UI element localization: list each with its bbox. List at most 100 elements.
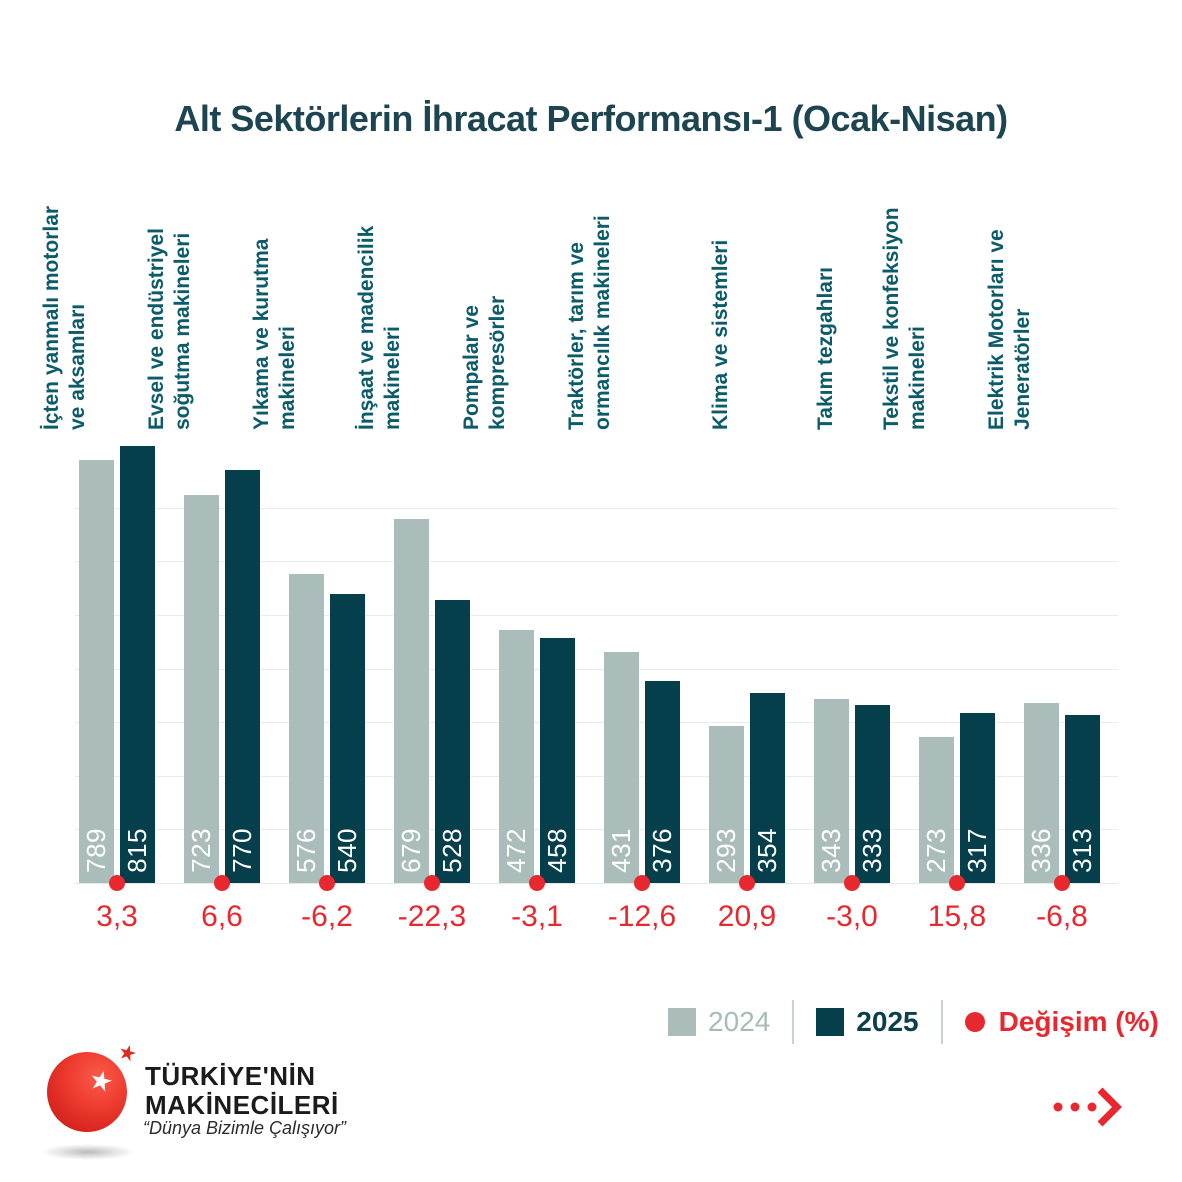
bar-2024-6: 431 <box>604 652 639 883</box>
star-icon: ★ <box>115 1039 140 1068</box>
bar-2024-3: 576 <box>289 574 324 883</box>
bar-2025-7: 354 <box>750 693 785 883</box>
category-label: İçten yanmalı motorlar ve aksamları <box>40 205 89 430</box>
bar-value-label: 354 <box>752 828 782 873</box>
bar-2025-10: 313 <box>1065 715 1100 883</box>
gridline-300 <box>75 722 1118 723</box>
change-dot-6 <box>634 875 650 891</box>
legend-dot-icon <box>964 1012 985 1032</box>
chart-legend: 2024 2025 Değişim (%) <box>668 1000 1159 1044</box>
bar-value-label: 273 <box>921 828 951 873</box>
category-label: Evsel ve endüstriyel soğutma makineleri <box>145 228 194 430</box>
change-dot-7 <box>739 875 755 891</box>
bar-value-label: 431 <box>606 828 636 873</box>
brand-line1: TÜRKİYE'NİN <box>145 1061 316 1091</box>
bar-2024-1: 789 <box>79 460 114 883</box>
bar-2025-2: 770 <box>225 470 260 883</box>
legend-item-2025: 2025 <box>816 1006 919 1038</box>
legend-square-icon <box>816 1008 845 1036</box>
bar-2025-8: 333 <box>855 705 890 883</box>
bar-value-label: 789 <box>81 828 111 873</box>
category-label: Yıkama ve kurutma makineleri <box>250 238 299 430</box>
gridline-100 <box>75 829 1118 830</box>
change-dot-1 <box>109 875 125 891</box>
bar-2025-4: 528 <box>435 600 470 883</box>
change-dot-5 <box>529 875 545 891</box>
change-pct-label: -6,8 <box>1036 900 1088 933</box>
bar-2025-5: 458 <box>540 638 575 883</box>
category-label: Elektrik Motorları ve Jeneratörler <box>985 229 1034 430</box>
legend-item-de-i-im-: Değişim (%) <box>964 1006 1159 1038</box>
gridline-700 <box>75 508 1118 509</box>
gridline-400 <box>75 669 1118 670</box>
legend-label: 2024 <box>708 1006 771 1037</box>
bar-value-label: 376 <box>647 828 677 873</box>
bar-2025-6: 376 <box>645 681 680 883</box>
change-dot-9 <box>949 875 965 891</box>
chart-title: Alt Sektörlerin İhracat Performansı-1 (O… <box>174 98 1008 139</box>
bar-value-label: 313 <box>1067 828 1097 873</box>
category-label: İnşaat ve madencilik makineleri <box>355 225 404 430</box>
bar-value-label: 723 <box>186 828 216 873</box>
bar-2024-4: 679 <box>394 519 429 883</box>
bar-2025-3: 540 <box>330 594 365 883</box>
change-pct-label: 20,9 <box>717 900 777 933</box>
bar-value-label: 770 <box>227 828 257 873</box>
bar-value-label: 333 <box>857 828 887 873</box>
change-dot-4 <box>424 875 440 891</box>
bar-2024-9: 273 <box>919 737 954 883</box>
logo-shadow <box>41 1144 135 1160</box>
change-pct-label: -22,3 <box>397 900 467 933</box>
bar-value-label: 317 <box>962 828 992 873</box>
bar-value-label: 336 <box>1026 828 1056 873</box>
bar-2024-2: 723 <box>184 495 219 883</box>
category-label: Traktörler, tarım ve ormancılık makinele… <box>565 215 614 430</box>
bar-value-label: 458 <box>542 828 572 873</box>
bar-value-label: 576 <box>291 828 321 873</box>
bar-2024-5: 472 <box>499 630 534 883</box>
bar-value-label: 540 <box>332 828 362 873</box>
change-pct-label: -3,1 <box>511 900 563 933</box>
bar-2025-9: 317 <box>960 713 995 883</box>
more-arrow-icon[interactable] <box>1048 1086 1126 1130</box>
category-label: Tekstil ve konfeksiyon makineleri <box>880 207 929 430</box>
bar-2024-10: 336 <box>1024 703 1059 883</box>
legend-label: 2025 <box>856 1006 919 1037</box>
legend-divider <box>940 1000 943 1044</box>
change-dot-8 <box>844 875 860 891</box>
category-label: Klima ve sistemleri <box>709 239 732 430</box>
bar-value-label: 815 <box>122 828 152 873</box>
change-pct-label: 15,8 <box>927 900 987 933</box>
gridline-600 <box>75 561 1118 562</box>
bar-value-label: 343 <box>816 828 846 873</box>
bar-2024-8: 343 <box>814 699 849 883</box>
change-pct-label: -12,6 <box>607 900 677 933</box>
brand-name: TÜRKİYE'NİN MAKİNECİLERİ <box>145 1062 339 1120</box>
change-pct-label: 3,3 <box>96 900 138 933</box>
legend-label: Değişim (%) <box>998 1006 1159 1037</box>
bar-value-label: 293 <box>711 828 741 873</box>
category-label: Pompalar ve kompresörler <box>460 295 509 430</box>
change-dot-2 <box>214 875 230 891</box>
brand-logo-ball <box>47 1052 127 1132</box>
legend-square-icon <box>668 1008 696 1036</box>
bar-2024-7: 293 <box>709 726 744 883</box>
category-label: Takım tezgahları <box>814 267 837 430</box>
bar-value-label: 528 <box>437 828 467 873</box>
change-pct-label: -3,0 <box>826 900 878 933</box>
gridline-200 <box>75 776 1118 777</box>
change-pct-label: 6,6 <box>201 900 243 933</box>
bar-value-label: 679 <box>396 828 426 873</box>
gridline-500 <box>75 615 1118 616</box>
change-dot-10 <box>1054 875 1070 891</box>
gridline-0 <box>75 883 1118 884</box>
change-dot-3 <box>319 875 335 891</box>
bar-value-label: 472 <box>501 828 531 873</box>
brand-slogan: “Dünya Bizimle Çalışıyor” <box>143 1118 347 1138</box>
bar-2025-1: 815 <box>120 446 155 883</box>
change-pct-label: -6,2 <box>301 900 353 933</box>
legend-item-2024: 2024 <box>668 1006 770 1038</box>
brand-line2: MAKİNECİLERİ <box>145 1090 339 1120</box>
legend-divider <box>792 1000 795 1044</box>
